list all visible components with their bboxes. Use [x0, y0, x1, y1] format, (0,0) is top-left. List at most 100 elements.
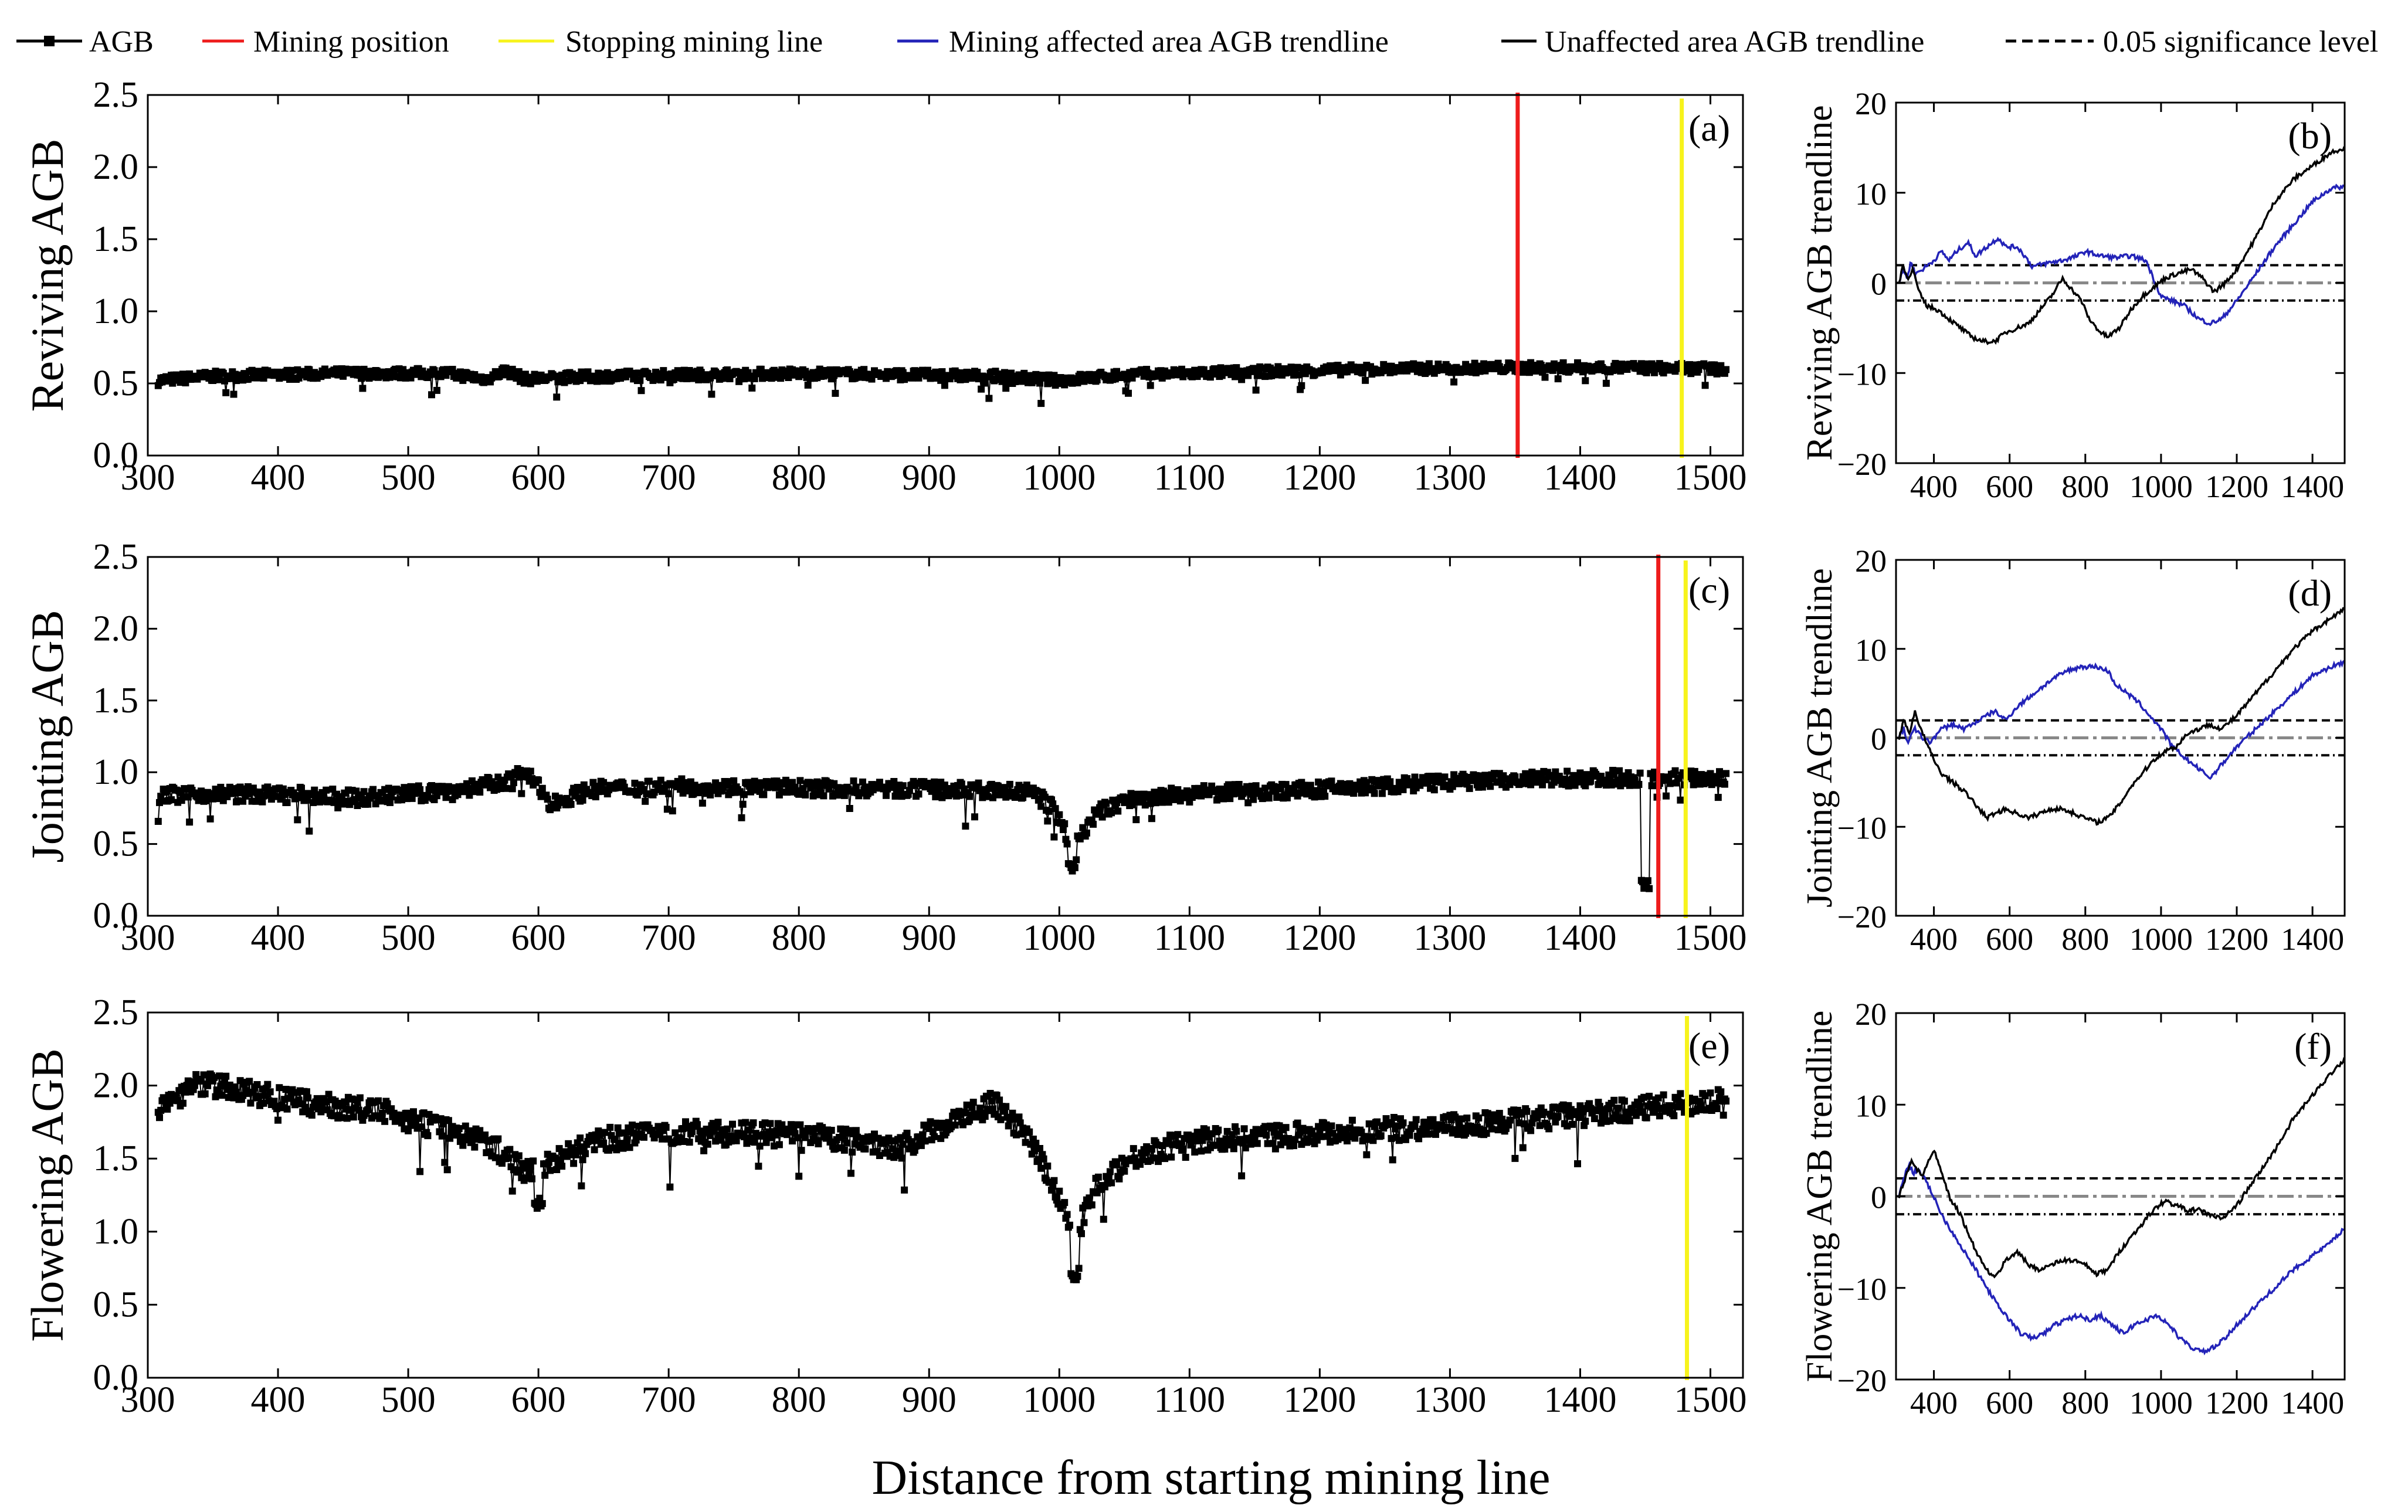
y-tick-label: 20: [1855, 86, 1887, 121]
legend-item-black: Unaffected area AGB trendline: [1501, 25, 1924, 59]
y-tick-label: 10: [1855, 176, 1887, 212]
plot-area: [154, 765, 1730, 892]
agb-point: [164, 1105, 171, 1113]
agb-point: [378, 1109, 386, 1117]
agb-point: [1174, 1131, 1182, 1139]
agb-point: [264, 1081, 272, 1088]
agb-point: [1168, 1153, 1175, 1161]
x-tick-label: 400: [251, 458, 306, 498]
agb-point: [1147, 382, 1154, 389]
y-ticks: 0.0 0.5 1.0 1.5 2.0 2.5: [93, 993, 1743, 1398]
agb-point: [640, 1133, 647, 1141]
agb-point: [846, 805, 853, 812]
agb-point: [708, 390, 715, 398]
agb-point: [1075, 1265, 1083, 1272]
agb-point: [749, 1119, 757, 1127]
agb-point: [637, 387, 645, 395]
agb-point: [1463, 1115, 1471, 1122]
y-tick-label: 10: [1855, 633, 1887, 668]
x-tick-label: 800: [772, 918, 826, 958]
agb-point: [216, 1072, 223, 1080]
agb-point: [826, 366, 834, 373]
agb-point: [840, 1146, 848, 1154]
agb-point: [1098, 813, 1106, 821]
agb-point: [1646, 1092, 1653, 1100]
agb-point: [1199, 1137, 1206, 1144]
agb-point: [600, 1139, 608, 1147]
agb-point: [255, 1093, 262, 1100]
agb-point: [1252, 782, 1260, 790]
y-tick-label: 2.0: [93, 609, 139, 648]
agb-point: [521, 1174, 529, 1182]
y-tick-label: −10: [1837, 356, 1887, 392]
unaffected-trendline: [1898, 607, 2345, 826]
y-tick-label: 0.5: [93, 1285, 139, 1324]
agb-point: [1073, 856, 1080, 864]
agb-point: [553, 393, 561, 401]
agb-point: [231, 790, 239, 797]
agb-point: [494, 773, 502, 781]
y-tick-label: −20: [1837, 899, 1887, 935]
agb-point: [1247, 1140, 1254, 1148]
y-ticks: 0.0 0.5 1.0 1.5 2.0 2.5: [93, 75, 1743, 475]
agb-point: [156, 1114, 163, 1122]
agb-point: [1495, 1110, 1503, 1117]
panel-f: 400 600 800 1000 1200 1400 20 10 0 −10 −20Flowerin…: [1800, 997, 2346, 1421]
agb-point: [729, 1120, 736, 1128]
agb-point: [1488, 1125, 1495, 1133]
agb-point: [1113, 1161, 1120, 1168]
agb-point: [1298, 382, 1305, 389]
agb-point: [1317, 1133, 1325, 1140]
agb-point: [1061, 1199, 1069, 1207]
agb-point: [938, 794, 946, 801]
agb-point: [971, 813, 978, 821]
y-tick-label: 10: [1855, 1088, 1887, 1123]
agb-point: [969, 1099, 977, 1106]
agb-point: [636, 376, 644, 384]
agb-point: [1002, 385, 1010, 392]
agb-point: [1125, 389, 1132, 397]
agb-point: [1644, 877, 1651, 885]
agb-point: [1511, 1154, 1519, 1162]
x-tick-label: 1500: [1674, 918, 1746, 958]
plot-area: [154, 1070, 1730, 1283]
agb-point: [1094, 1173, 1102, 1181]
agb-point: [597, 371, 605, 379]
agb-point: [1691, 767, 1698, 775]
agb-point: [1722, 770, 1730, 777]
panel-e: 300 400 500 600 700 800 900 1000 1100 1200 1300 140…: [22, 993, 1746, 1420]
legend-item-blue: Mining affected area AGB trendline: [897, 25, 1389, 59]
y-tick-label: 0.0: [93, 896, 139, 936]
agb-point: [1667, 1102, 1675, 1110]
agb-point: [518, 790, 525, 797]
agb-point: [795, 1173, 803, 1180]
agb-point: [416, 786, 424, 793]
agb-point: [356, 1094, 364, 1102]
agb-point: [245, 375, 252, 383]
agb-point: [1108, 809, 1115, 817]
x-tick-label: 800: [2061, 469, 2109, 504]
agb-point: [1132, 816, 1140, 824]
agb-point: [1371, 790, 1378, 797]
agb-point: [442, 794, 450, 801]
agb-point: [576, 1134, 584, 1142]
agb-point: [1576, 1102, 1584, 1110]
agb-point: [1115, 1175, 1123, 1183]
agb-point: [303, 1088, 310, 1096]
agb-point: [359, 385, 367, 392]
agb-point: [567, 801, 575, 808]
agb-point: [968, 1104, 976, 1112]
agb-point: [1348, 1116, 1356, 1124]
x-ticks: 400 600 800 1000 1200 1400: [1910, 103, 2344, 504]
agb-point: [642, 797, 649, 805]
x-tick-label: 1000: [1023, 918, 1096, 958]
agb-markers: [154, 1070, 1730, 1283]
x-tick-label: 300: [121, 918, 175, 958]
x-tick-label: 1200: [2205, 469, 2268, 504]
agb-point: [1610, 1096, 1618, 1104]
y-tick-label: 1.5: [93, 681, 139, 721]
x-tick-label: 900: [902, 458, 957, 498]
agb-point: [1429, 1116, 1437, 1123]
legend-item-dash: 0.05 significance level: [2006, 25, 2378, 59]
agb-point: [694, 1121, 701, 1129]
